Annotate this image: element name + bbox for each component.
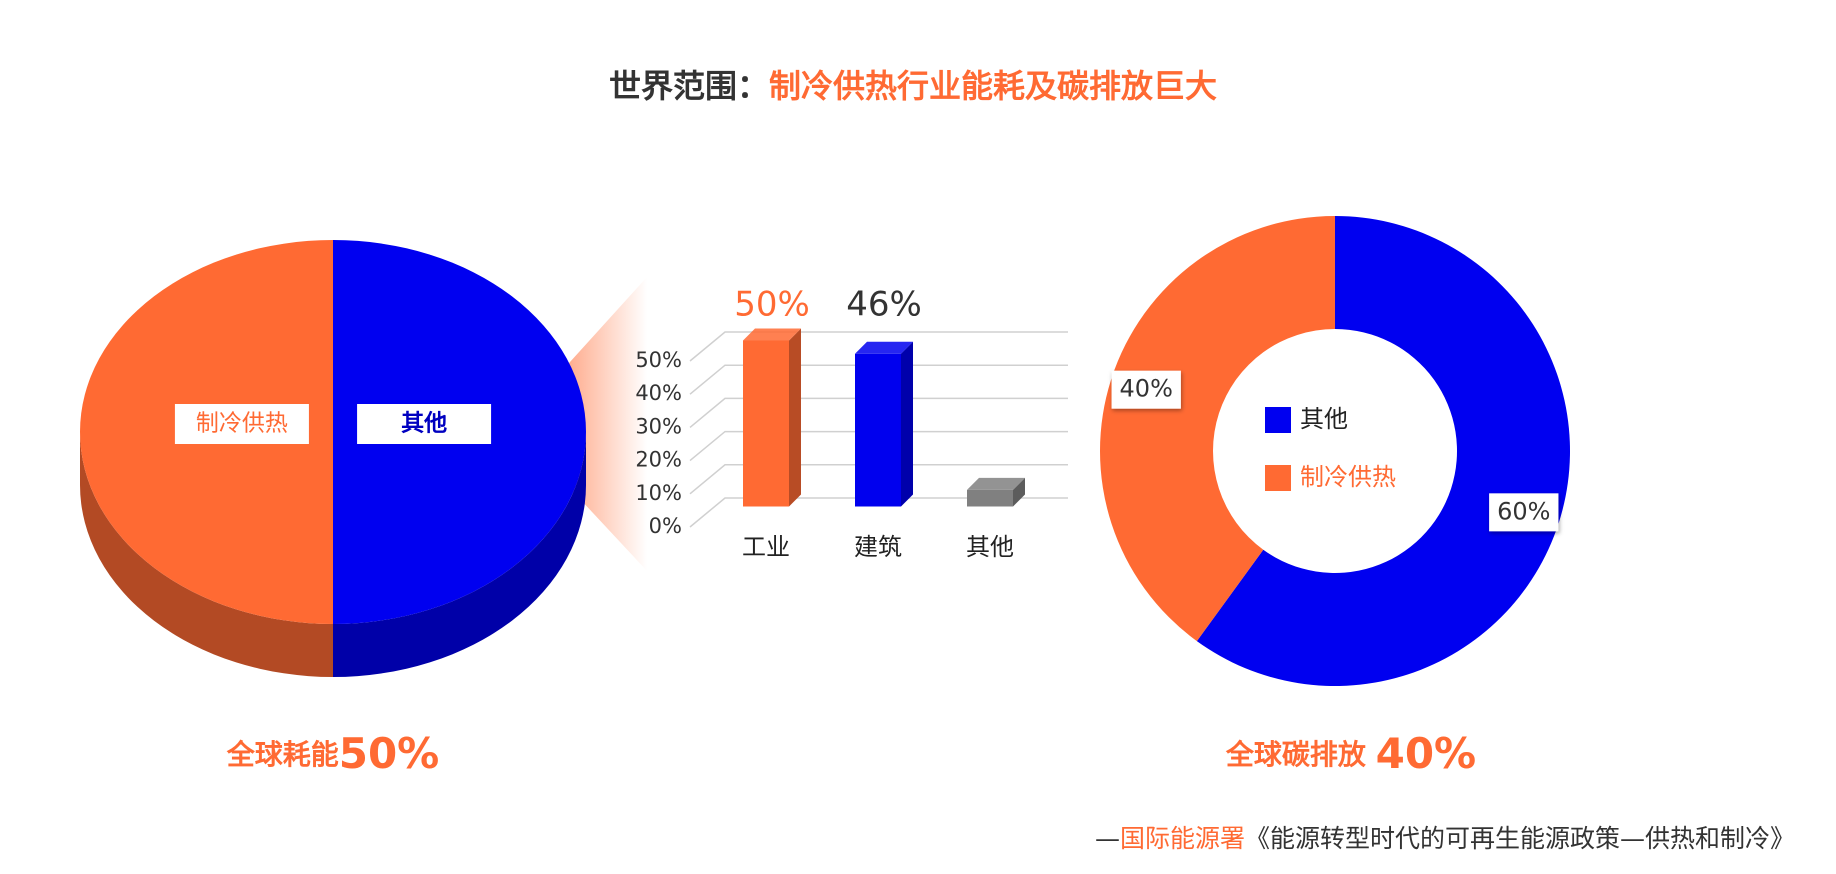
bar-side (901, 341, 913, 507)
x-tick-label: 工业 (742, 533, 790, 561)
x-tick-label: 建筑 (854, 533, 902, 561)
pie-label-box (174, 404, 309, 444)
pie-side (80, 432, 333, 677)
pie-label-box (357, 404, 492, 444)
caption-part: 50% (339, 729, 440, 778)
pie-side (333, 432, 586, 677)
source-part: 《能源转型时代的可再生能源政策—供热和制冷》 (1245, 824, 1795, 853)
source-part: — (1095, 824, 1120, 853)
value-label: 40% (1120, 375, 1173, 403)
pie-label: 其他 (401, 411, 447, 437)
donut-slice (1100, 216, 1335, 642)
bar-side (789, 328, 801, 507)
bar-front (743, 340, 789, 507)
grid-line (689, 364, 1068, 395)
value-label: 46% (846, 285, 922, 325)
bar-top (967, 477, 1025, 490)
grid-line (689, 464, 1068, 495)
y-tick-label: 30% (635, 414, 682, 438)
bar-side (1013, 477, 1025, 507)
y-tick-label: 50% (635, 348, 682, 372)
grid-line (689, 430, 1068, 462)
bar-front (967, 489, 1013, 507)
y-tick-label: 10% (635, 481, 682, 505)
value-label-box (1489, 493, 1559, 532)
grid-line (689, 497, 1068, 528)
legend-swatch (1265, 407, 1291, 433)
legend-label: 其他 (1300, 405, 1348, 433)
value-label: 50% (734, 285, 810, 325)
caption: 全球碳排放 40% (1225, 729, 1476, 778)
donut-slice (1196, 216, 1570, 686)
title-part: 制冷供热行业能耗及碳排放巨大 (769, 67, 1217, 105)
legend-label: 制冷供热 (1300, 463, 1396, 491)
caption-part: 全球碳排放 (1225, 738, 1376, 771)
bar-top (855, 341, 913, 354)
caption: 全球耗能50% (226, 729, 440, 778)
grid-line (689, 331, 1068, 362)
x-tick-label: 其他 (966, 533, 1014, 561)
y-tick-label: 0% (649, 514, 682, 538)
y-tick-label: 40% (635, 381, 682, 405)
title-part: 世界范围： (609, 67, 769, 105)
value-label: 60% (1497, 497, 1550, 525)
title: 世界范围：制冷供热行业能耗及碳排放巨大 (609, 67, 1217, 105)
value-label-box (1111, 370, 1181, 409)
bar-top (743, 328, 801, 341)
caption-part: 40% (1376, 729, 1477, 778)
source: —国际能源署《能源转型时代的可再生能源政策—供热和制冷》 (1095, 824, 1795, 853)
y-tick-label: 20% (635, 448, 682, 472)
bar-front (855, 353, 901, 507)
pie-label: 制冷供热 (196, 411, 288, 437)
grid-line (689, 397, 1068, 428)
caption-part: 全球耗能 (226, 738, 339, 771)
source-part: 国际能源署 (1120, 824, 1245, 853)
legend-swatch (1265, 465, 1291, 491)
